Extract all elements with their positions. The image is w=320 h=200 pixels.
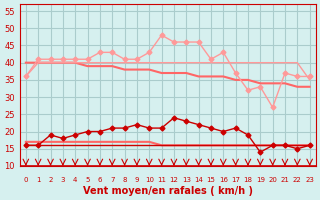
X-axis label: Vent moyen/en rafales ( km/h ): Vent moyen/en rafales ( km/h ): [83, 186, 253, 196]
